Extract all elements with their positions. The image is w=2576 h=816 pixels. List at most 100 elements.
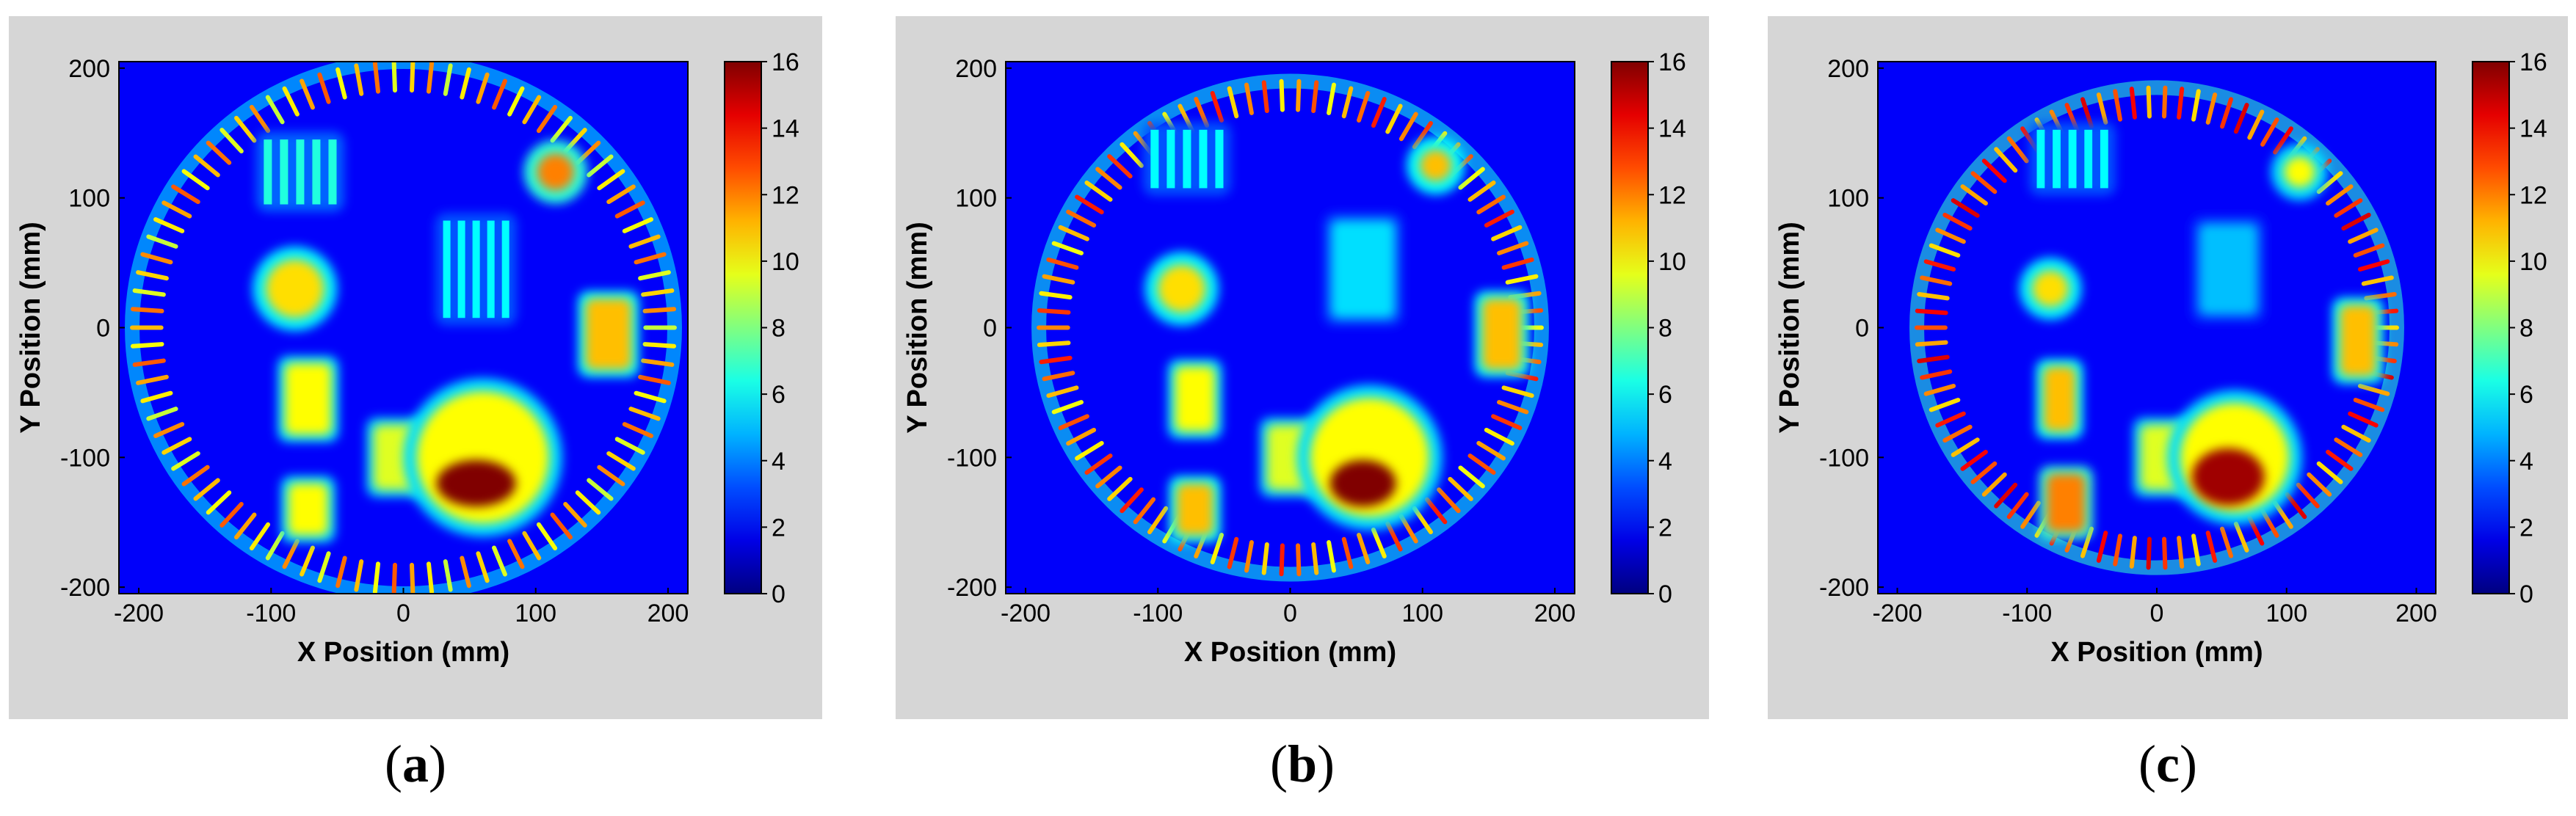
ring-spike (181, 465, 210, 487)
ring-spike (1467, 181, 1496, 202)
ring-spike (1311, 80, 1319, 114)
region-rect (285, 363, 332, 435)
ring-spike (140, 252, 173, 265)
ring-spike (1066, 209, 1097, 228)
ring-spike (641, 358, 675, 367)
ring-spike (2162, 85, 2168, 119)
region-stripe (443, 220, 451, 318)
panel-caption-a-letter: a (402, 735, 429, 793)
ring-spike (1960, 449, 1988, 471)
ring-spike (1458, 465, 1485, 489)
region-rect (2046, 473, 2086, 533)
region-stripe (2100, 129, 2108, 189)
ring-spike (2247, 109, 2265, 140)
ring-spike (1210, 90, 1224, 123)
ring-spike (628, 407, 661, 421)
ring-spike (1095, 167, 1122, 190)
ring-spike (1046, 385, 1079, 398)
ring-spike (1915, 340, 1948, 347)
region-circle (2284, 156, 2315, 188)
ring-spike (1327, 540, 1336, 573)
colorbar-tick-label: 2 (1658, 514, 1672, 542)
colorbar-tick-label: 14 (2519, 115, 2547, 143)
ring-spike (265, 95, 285, 125)
colorbar-tick-label: 10 (2519, 248, 2547, 276)
region-rect (2199, 224, 2257, 315)
colorbar-tick-label: 0 (2519, 580, 2533, 608)
ring-spike (2353, 243, 2385, 258)
ring-spike (146, 407, 178, 421)
ring-spike (1371, 96, 1387, 128)
ring-spike (1261, 542, 1269, 575)
ring-spike (1227, 86, 1239, 119)
ring-spike (372, 62, 381, 94)
ring-spike (1917, 291, 1950, 301)
ring-spike (1951, 198, 1980, 218)
x-tick-label: 0 (396, 600, 410, 627)
x-tick-label: 100 (1401, 600, 1443, 627)
ring-spike (1357, 533, 1371, 565)
y-tick-label: -100 (60, 444, 110, 472)
ring-spike (1467, 453, 1496, 475)
colorbar-tick-label: 12 (772, 181, 799, 209)
x-axis-label: X Position (mm) (1184, 637, 1396, 668)
ring-spike (2177, 536, 2185, 569)
region-stripe (501, 220, 509, 318)
ring-spike (335, 555, 347, 589)
colorbar-tick-label: 16 (1658, 48, 1686, 76)
ring-spike (2285, 492, 2307, 520)
ring-spike (1037, 308, 1071, 315)
ring-spike (2348, 227, 2379, 244)
ring-spike (522, 95, 542, 125)
region-stripe (1150, 129, 1159, 189)
ring-spike (1058, 414, 1089, 431)
x-tick-label: 0 (2150, 600, 2164, 627)
region-circle (1158, 265, 1206, 313)
ring-spike (136, 374, 169, 385)
x-axis-label: X Position (mm) (2050, 637, 2263, 668)
colorbar-tick-label: 0 (1658, 580, 1672, 608)
ring-spike (1960, 184, 1988, 206)
heatmap-content (125, 62, 682, 594)
x-tick-label: -100 (1133, 600, 1183, 627)
ring-spike (2341, 212, 2371, 231)
ring-spike (2113, 533, 2122, 567)
ring-spike (2341, 424, 2371, 443)
region-stripe (264, 139, 272, 205)
ring-spike (1458, 167, 1485, 190)
ring-spike (1227, 536, 1239, 569)
y-tick-label: -200 (60, 574, 110, 602)
colorbar-tick-label: 12 (1658, 181, 1686, 209)
ring-spike (153, 422, 185, 438)
ring-spike (492, 545, 507, 577)
ring-spike (282, 86, 300, 117)
y-tick-label: 0 (1855, 315, 1869, 343)
ring-spike (2096, 92, 2108, 125)
ring-spike (1484, 427, 1514, 446)
ring-spike (1920, 275, 1953, 286)
colorbar-tick-label: 2 (2519, 514, 2533, 542)
ring-spike (2191, 533, 2201, 567)
ring-spike (1296, 79, 1302, 112)
ring-spike (140, 390, 173, 404)
ring-spike (1084, 453, 1113, 475)
y-tick-label: 100 (1827, 185, 1869, 213)
ring-spike (317, 551, 331, 583)
ring-spike (2326, 449, 2354, 471)
region-stripe (280, 139, 289, 205)
ring-spike (1501, 385, 1534, 398)
ring-spike (249, 522, 271, 551)
ring-spike (130, 342, 164, 349)
ring-spike (2348, 411, 2379, 428)
ring-spike (1484, 209, 1514, 228)
ring-spike (507, 539, 525, 569)
panel-caption-c: (c) (2138, 735, 2197, 793)
ring-spike (1929, 398, 1961, 412)
y-axis-label: Y Position (mm) (1774, 222, 1805, 434)
ring-spike (206, 490, 232, 515)
ring-spike (614, 200, 645, 219)
ring-spike (1261, 80, 1269, 114)
ring-spike (234, 115, 257, 143)
ring-spike (2353, 398, 2385, 412)
ring-spike (2334, 437, 2363, 457)
